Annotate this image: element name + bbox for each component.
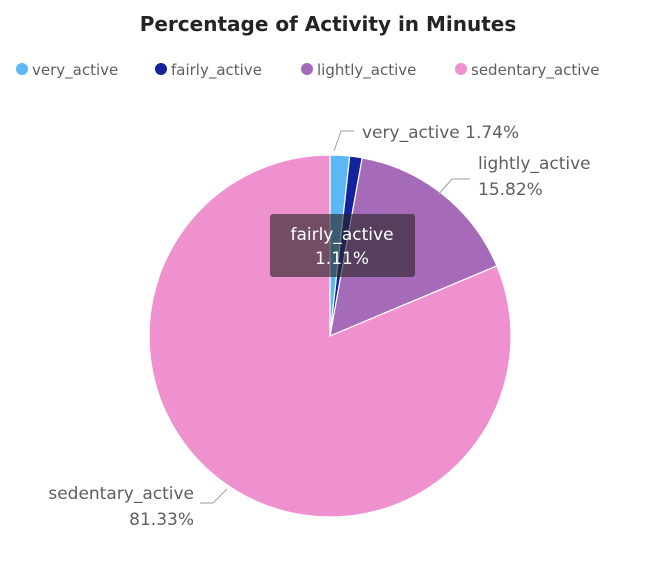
pie-slices bbox=[148, 154, 512, 518]
data-label-sedentary-active-name: sedentary_active bbox=[48, 484, 194, 504]
legend-label-sedentary-active: sedentary_active bbox=[471, 61, 600, 80]
chart-title: Percentage of Activity in Minutes bbox=[140, 12, 517, 36]
data-label-sedentary-active-value: 81.33% bbox=[129, 510, 194, 530]
tooltip-box bbox=[270, 214, 415, 277]
tooltip-series-name: fairly_active bbox=[290, 225, 393, 245]
data-label-lightly-active-value: 15.82% bbox=[478, 180, 543, 200]
legend-label-very-active: very_active bbox=[32, 61, 118, 80]
legend-label-lightly-active: lightly_active bbox=[317, 61, 416, 80]
data-label-lightly-active-name: lightly_active bbox=[478, 154, 591, 174]
legend-label-fairly-active: fairly_active bbox=[171, 61, 262, 80]
data-label-very-active: very_active 1.74% bbox=[362, 123, 519, 143]
tooltip: fairly_active 1.11% bbox=[270, 214, 415, 277]
data-labels: very_active 1.74% lightly_active 15.82% sed… bbox=[48, 123, 590, 530]
slice-sedentary-active[interactable] bbox=[148, 154, 512, 518]
leader-line-sedentary-active bbox=[200, 488, 228, 504]
tooltip-value: 1.11% bbox=[315, 249, 369, 269]
legend-marker-lightly-active bbox=[301, 63, 313, 75]
leader-line-very-active bbox=[333, 130, 354, 152]
legend-marker-sedentary-active bbox=[455, 63, 467, 75]
legend-marker-very-active bbox=[16, 63, 28, 75]
leader-line-lightly-active bbox=[437, 178, 470, 196]
legend-marker-fairly-active bbox=[155, 63, 167, 75]
legend: very_active fairly_active lightly_active se… bbox=[16, 61, 600, 80]
